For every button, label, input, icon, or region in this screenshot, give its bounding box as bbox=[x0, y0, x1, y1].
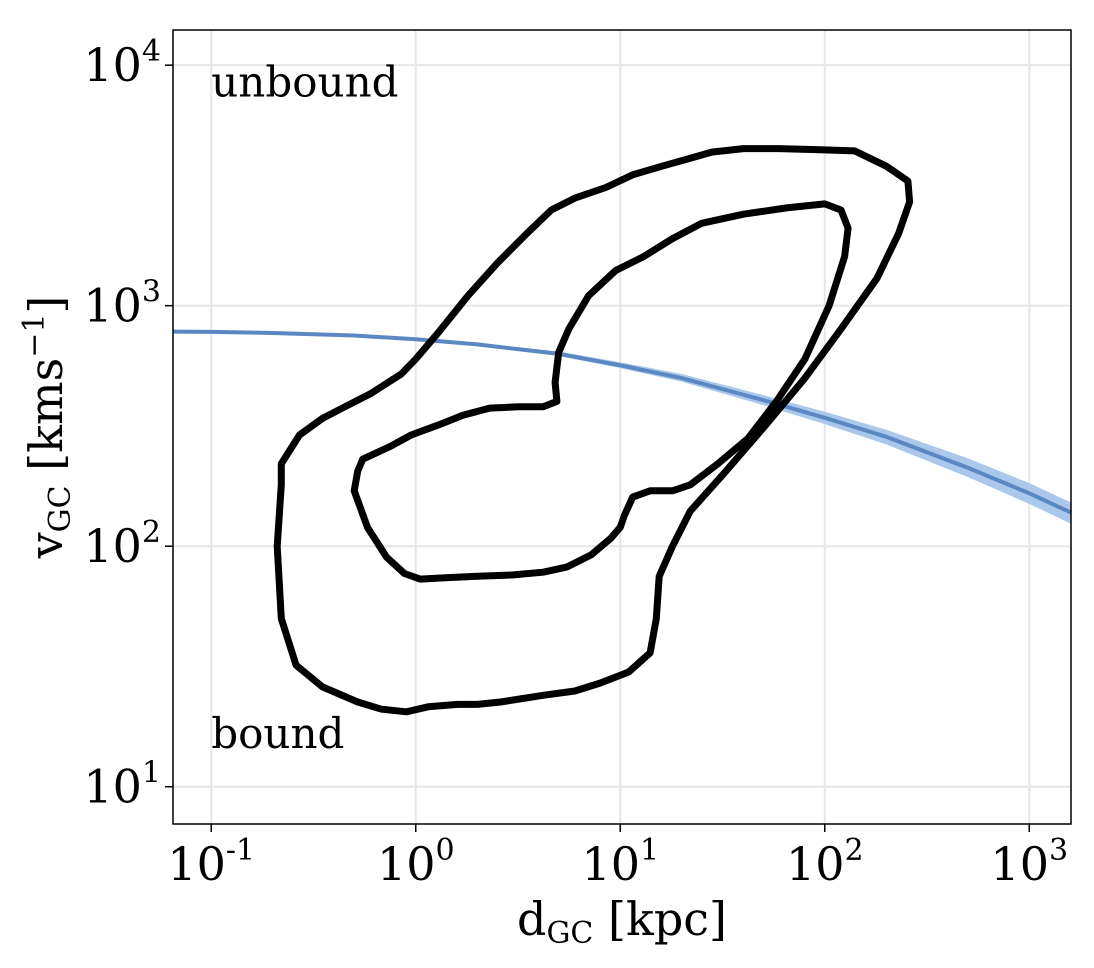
y-tick-label: 104 bbox=[83, 34, 161, 92]
x-tick-label: 102 bbox=[786, 833, 864, 891]
y-tick-label: 103 bbox=[83, 275, 161, 333]
axis-ticks: 10-1 100 101 102 103 101 102 103 104 bbox=[83, 34, 1068, 891]
annotation-unbound: unbound bbox=[211, 58, 398, 107]
plot-background bbox=[173, 30, 1071, 824]
x-tick-label: 101 bbox=[581, 833, 659, 891]
y-tick-label: 101 bbox=[83, 756, 161, 814]
x-axis-label: dGC [kpc] bbox=[517, 892, 727, 951]
contour-outer bbox=[273, 145, 914, 716]
x-tick-label: 103 bbox=[990, 833, 1068, 891]
escape-velocity-curve bbox=[172, 329, 1072, 515]
contour-inner bbox=[350, 200, 852, 583]
y-tick-label: 102 bbox=[83, 515, 161, 573]
x-tick-label: 10-1 bbox=[167, 833, 255, 891]
contour-layer bbox=[273, 145, 914, 716]
plot-frame bbox=[172, 29, 1072, 825]
x-tick-label: 100 bbox=[377, 833, 455, 891]
y-axis-label: vGC [kms−1] bbox=[17, 296, 78, 560]
annotation-bound: bound bbox=[211, 709, 344, 758]
escape-velocity-curve-layer bbox=[172, 329, 1072, 515]
grid bbox=[173, 30, 1071, 824]
annotations: unbound bound bbox=[211, 58, 398, 758]
